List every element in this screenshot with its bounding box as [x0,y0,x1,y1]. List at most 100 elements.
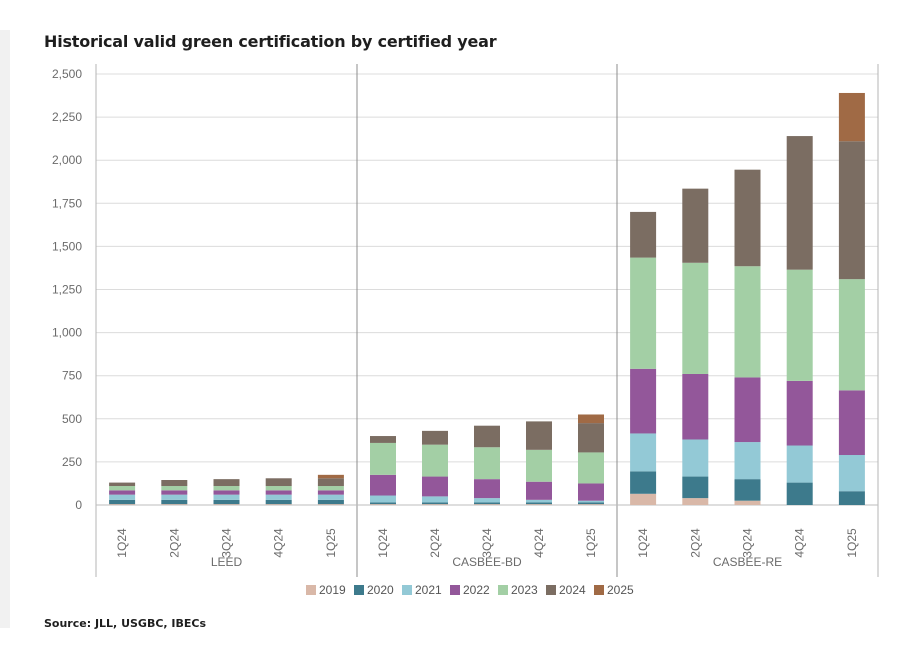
bar-segment-casbee-bd-2q24-2019 [422,504,448,505]
bar-segment-casbee-re-2q24-2021 [682,439,709,477]
legend-swatch-2019 [306,585,316,595]
bar-segment-leed-1q25-2021 [317,494,344,500]
bar-segment-casbee-bd-1q24-2022 [370,474,396,496]
bar-segment-casbee-re-4q24-2024 [786,136,813,270]
x-tick-label: 1Q25 [584,528,598,558]
bar-segment-casbee-bd-3q24-2022 [474,479,500,499]
legend-swatch-2025 [594,585,604,595]
bar-segment-leed-1q24-2024 [109,482,136,487]
legend-swatch-2021 [402,585,412,595]
bar-segment-casbee-re-1q25-2025 [838,92,865,142]
bar-segment-casbee-re-1q24-2019 [630,493,657,505]
y-tick-label: 0 [75,498,82,512]
bar-segment-leed-1q24-2020 [109,499,136,505]
x-tick-label: 1Q24 [376,528,390,558]
bar-segment-casbee-bd-1q25-2020 [578,502,604,505]
legend-label: 2025 [607,583,634,597]
bar-segment-leed-3q24-2022 [213,490,240,495]
legend-label: 2024 [559,583,586,597]
group-label: CASBEE-RE [713,555,782,569]
bar-segment-leed-4q24-2024 [265,478,292,487]
bar-segment-casbee-bd-2q24-2020 [422,502,448,505]
bar-segment-leed-4q24-2020 [265,499,292,505]
legend-label: 2020 [367,583,394,597]
bar-segment-casbee-bd-2q24-2023 [422,444,448,477]
bar-segment-casbee-re-1q25-2022 [838,390,865,456]
bar-segment-casbee-bd-1q24-2021 [370,495,396,503]
bar-segment-casbee-bd-3q24-2021 [474,498,500,503]
y-tick-label: 1,250 [52,283,82,297]
group-label: CASBEE-BD [452,555,522,569]
bar-segment-casbee-bd-2q24-2022 [422,476,448,497]
bar-segment-casbee-re-2q24-2024 [682,188,709,263]
bar-segment-leed-2q24-2020 [161,499,188,505]
bar-segment-leed-4q24-2019 [265,504,292,505]
legend-label: 2022 [463,583,490,597]
bar-segment-casbee-bd-4q24-2020 [526,502,552,505]
bar-segment-casbee-re-1q25-2023 [838,279,865,391]
bar-segment-leed-2q24-2022 [161,490,188,495]
y-tick-label: 1,750 [52,196,82,210]
bar-segment-casbee-re-2q24-2022 [682,373,709,440]
y-tick-label: 2,000 [52,153,82,167]
bar-segment-leed-1q25-2025 [317,474,344,479]
legend-label: 2021 [415,583,442,597]
bar-segment-leed-2q24-2019 [161,504,188,505]
bar-segment-casbee-re-1q24-2024 [630,211,657,258]
y-tick-label: 2,250 [52,110,82,124]
bar-segment-casbee-bd-1q25-2025 [578,414,604,424]
bar-segment-casbee-bd-1q25-2022 [578,483,604,501]
bar-segment-leed-1q24-2022 [109,490,136,495]
y-tick-label: 1,000 [52,326,82,340]
bar-segment-leed-1q24-2021 [109,494,136,500]
bar-segment-casbee-re-2q24-2020 [682,476,709,499]
bar-segment-leed-2q24-2024 [161,480,188,487]
bar-segment-leed-1q24-2023 [109,486,136,491]
bar-segment-casbee-bd-2q24-2024 [422,430,448,445]
bar-segment-casbee-bd-4q24-2023 [526,449,552,482]
legend-swatch-2022 [450,585,460,595]
bar-segment-casbee-bd-1q25-2023 [578,452,604,484]
bar-segment-leed-3q24-2021 [213,494,240,500]
bar-segment-casbee-re-1q25-2020 [838,491,865,505]
bar-segment-leed-3q24-2023 [213,486,240,491]
bar-segment-casbee-re-2q24-2019 [682,498,709,505]
bar-segment-casbee-bd-3q24-2023 [474,447,500,480]
bar-segment-casbee-bd-4q24-2021 [526,499,552,503]
source-note: Source: JLL, USGBC, IBECs [44,617,207,630]
bar-segment-casbee-bd-1q24-2023 [370,442,396,475]
x-tick-label: 1Q24 [115,528,129,558]
y-tick-label: 2,500 [52,67,82,81]
x-tick-label: 4Q24 [532,528,546,558]
bar-segment-casbee-bd-3q24-2024 [474,425,500,448]
bar-segment-casbee-re-1q24-2021 [630,433,657,472]
bar-segment-leed-4q24-2023 [265,486,292,491]
bar-segment-casbee-bd-2q24-2021 [422,496,448,503]
x-tick-label: 2Q24 [167,528,181,558]
bar-segment-casbee-re-1q25-2021 [838,455,865,492]
x-tick-label: 2Q24 [688,528,702,558]
legend-label: 2023 [511,583,538,597]
x-tick-label: 1Q25 [324,528,338,558]
bar-segment-leed-4q24-2021 [265,494,292,500]
bar-segment-casbee-re-4q24-2020 [786,482,813,505]
legend-swatch-2024 [546,585,556,595]
legend-swatch-2023 [498,585,508,595]
bar-segment-leed-1q25-2024 [317,478,344,487]
bar-segment-casbee-re-1q24-2023 [630,257,657,369]
bar-segment-casbee-re-4q24-2023 [786,269,813,381]
x-tick-label: 3Q24 [480,528,494,558]
x-tick-label: 4Q24 [272,528,286,558]
bar-segment-leed-2q24-2021 [161,494,188,500]
bar-segment-casbee-re-1q25-2024 [838,141,865,280]
chart-title: Historical valid green certification by … [44,32,497,51]
x-tick-label: 1Q24 [636,528,650,558]
bar-segment-casbee-bd-4q24-2022 [526,481,552,500]
bar-segment-casbee-re-1q24-2020 [630,471,657,494]
legend-label: 2019 [319,583,346,597]
y-tick-label: 750 [62,369,82,383]
bar-segment-casbee-re-2q24-2023 [682,262,709,374]
bar-segment-leed-4q24-2022 [265,490,292,495]
bar-segment-casbee-bd-1q25-2024 [578,423,604,453]
bar-segment-leed-2q24-2023 [161,486,188,491]
